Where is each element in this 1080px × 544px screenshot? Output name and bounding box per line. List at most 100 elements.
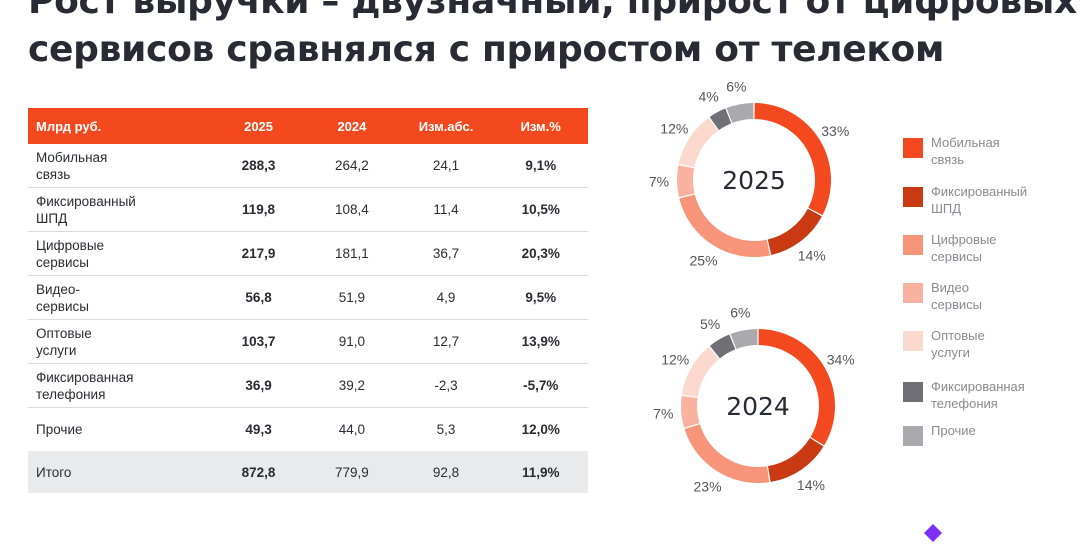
cell-2024: 108,4 (305, 187, 399, 232)
table-row: Цифровые сервисы 217,9 181,1 36,7 20,3% (28, 231, 588, 276)
row-label-line-2: сервисы (36, 254, 89, 270)
legend-label-line-1: Фиксированный (931, 184, 1028, 199)
donut-segment (709, 334, 736, 359)
cell-pct-change: 13,9% (493, 319, 588, 364)
cell-2024: 39,2 (305, 363, 399, 408)
cell-pct-change: 10,5% (493, 187, 588, 232)
legend-label-line-2: сервисы (931, 249, 982, 264)
donut-chart-2024: 34% 14% 23% 7% 12% 5% 6% 2024 (653, 305, 855, 495)
cell-2025: 56,8 (211, 275, 306, 320)
donut-data-label: 4% (699, 89, 719, 105)
title-line-1: Рост выручки – двузначный, прирост от ци… (28, 0, 1077, 22)
cell-2025: 119,8 (211, 187, 306, 232)
legend-swatch (903, 235, 923, 255)
cell-pct-change: 9,1% (493, 144, 588, 188)
cell-pct-change: -5,7% (493, 363, 588, 408)
cell-abs-change: 92,8 (398, 451, 494, 493)
donut-data-label: 12% (660, 120, 688, 136)
donut-segment (681, 395, 700, 428)
legend-swatch (903, 331, 923, 351)
donut-segment (709, 108, 732, 131)
row-label-line-2: услуги (36, 342, 77, 358)
table-row: Оптовые услуги 103,7 91,0 12,7 13,9% (28, 319, 588, 364)
table-total-row: Итого 872,8 779,9 92,8 11,9% (28, 451, 588, 493)
legend-swatch (903, 283, 923, 303)
table-row: Фиксированный ШПД 119,8 108,4 11,4 10,5% (28, 187, 588, 232)
header-abs-change: Изм.абс. (398, 108, 494, 144)
row-label-line-1: Цифровые (36, 237, 105, 253)
legend-swatch (903, 426, 923, 446)
cell-2025: 217,9 (211, 231, 306, 276)
row-label: Фиксированная телефония (28, 363, 212, 408)
cell-pct-change: 20,3% (493, 231, 588, 276)
table-row: Прочие 49,3 44,0 5,3 12,0% (28, 408, 588, 452)
row-label-line-1: Фиксированная (36, 369, 134, 385)
row-label-line-1: Мобильная (36, 149, 108, 165)
donut-data-label: 6% (730, 305, 750, 321)
row-label-line-2: связь (36, 166, 71, 182)
donut-segment (758, 329, 835, 446)
row-label-line-2: телефония (36, 386, 106, 402)
cell-2025: 288,3 (211, 144, 306, 188)
row-label-line-1: Оптовые (36, 325, 92, 341)
cell-2024: 44,0 (338, 422, 366, 437)
table-row: Мобильная связь 288,3 264,2 24,1 9,1% (28, 144, 588, 188)
title-line-2: сервисов сравнялся с приростом от телеко… (28, 29, 945, 70)
header-2025: 2025 (211, 108, 306, 144)
legend-label: Видео сервисы (931, 279, 1071, 313)
cell-abs-change: 12,7 (398, 319, 494, 364)
row-label: Оптовые услуги (28, 319, 212, 364)
legend-label: Цифровые сервисы (931, 231, 1071, 265)
cell-2024: 181,1 (305, 231, 399, 276)
donut-data-label: 34% (827, 351, 855, 367)
cell-2024: 779,9 (305, 451, 399, 493)
header-2024: 2024 (305, 108, 399, 144)
cell-abs-change: 24,1 (398, 144, 494, 188)
cell-abs-change: 11,4 (398, 187, 494, 232)
legend-label-line-2: ШПД (931, 201, 962, 216)
donut-segment (767, 438, 824, 482)
donut-segment (726, 103, 754, 124)
row-label: Мобильная связь (28, 144, 212, 188)
legend-label-line-2: услуги (931, 345, 970, 360)
donut-data-label: 33% (821, 123, 849, 139)
cell-abs-change: 5,3 (436, 422, 456, 437)
donut-chart-2025: 33% 14% 25% 7% 12% 4% 6% 2025 (649, 79, 849, 269)
legend-label-line-2: связь (931, 152, 965, 167)
table-header-row: Млрд руб. 2025 2024 Изм.абс. Изм.% (28, 108, 588, 144)
legend-label: Фиксированная телефония (931, 378, 1071, 412)
header-pct-change: Изм.% (493, 108, 588, 144)
row-label-line-1: Итого (36, 464, 72, 480)
legend-swatch (903, 187, 923, 207)
legend-label-line-1: Фиксированная (931, 379, 1025, 394)
legend-swatch (903, 382, 923, 402)
donut-data-label: 14% (798, 247, 826, 263)
header-unit: Млрд руб. (28, 108, 212, 144)
legend-label-line-1: Мобильная (931, 135, 1000, 150)
donut-data-label: 25% (690, 252, 718, 268)
donut-segment (767, 208, 822, 256)
donut-data-label: 7% (649, 173, 669, 189)
cell-abs-change: -2,3 (398, 363, 494, 408)
donut-data-label: 14% (797, 477, 825, 493)
row-label-line-1: Прочие (36, 422, 83, 437)
cell-pct-change: 12,0% (521, 422, 560, 437)
row-label-line-2: сервисы (36, 298, 89, 314)
cell-2025: 872,8 (211, 451, 306, 493)
cell-2024: 51,9 (305, 275, 399, 320)
donut-center-label: 2024 (726, 392, 790, 421)
cell-abs-change: 4,9 (398, 275, 494, 320)
row-label: Прочие (28, 408, 212, 452)
donut-segment (684, 424, 770, 483)
cell-pct-change: 9,5% (493, 275, 588, 320)
cell-2025: 103,7 (211, 319, 306, 364)
legend-label: Мобильная связь (931, 134, 1071, 168)
legend-label-line-2: телефония (931, 396, 998, 411)
row-label: Цифровые сервисы (28, 231, 212, 276)
donut-data-label: 6% (726, 79, 746, 95)
table-row: Фиксированная телефония 36,9 39,2 -2,3 -5,7% (28, 363, 588, 408)
legend-label: Оптовые услуги (931, 327, 1071, 361)
row-label: Итого (28, 451, 212, 493)
revenue-table: Млрд руб. 2025 2024 Изм.абс. Изм.% Мобил… (28, 108, 588, 493)
cell-2024: 91,0 (305, 319, 399, 364)
